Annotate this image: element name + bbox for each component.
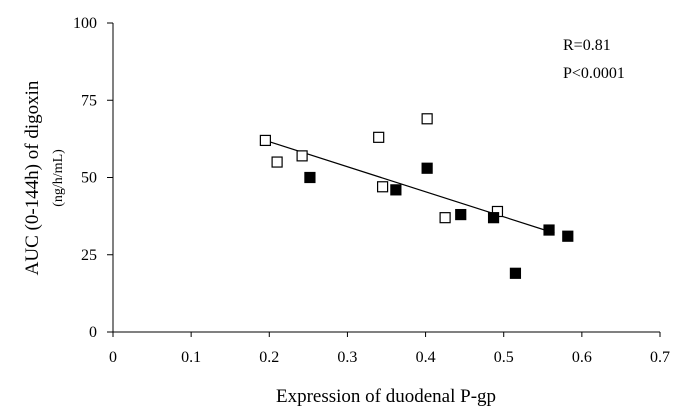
y-tick-label: 0 [89,324,97,341]
data-point-filled [562,230,574,242]
data-point-open [376,181,389,193]
trendline-group [265,139,555,234]
y-axis-title-group: AUC (0-144h) of digoxin [22,80,43,275]
data-point-filled [487,212,500,224]
data-point-open [421,113,433,125]
trendline [265,139,555,234]
data-point-filled [543,224,555,236]
y-axis-ticks: 0 25 50 75 100 [73,15,113,341]
y-tick-label: 25 [81,247,97,264]
x-axis-title: Expression of duodenal P-gp [276,386,496,407]
x-tick-label: 0 [109,349,117,366]
data-points [259,113,574,279]
data-point-open [296,150,308,162]
y-axis-unit: (ng/h/mL) [51,149,66,207]
y-tick-label: 50 [81,170,97,187]
data-point-filled [421,162,433,174]
data-point-open [271,156,283,168]
y-axis-title: AUC (0-144h) of digoxin [22,80,43,275]
data-point-open [439,212,451,224]
data-point-filled [304,171,316,184]
x-axis-ticks: 0 0.1 0.2 0.3 0.4 0.5 0.6 0.7 [109,332,670,366]
p-value-annotation: P<0.0001 [563,65,625,82]
x-tick-label: 0.6 [572,349,592,366]
x-tick-label: 0.1 [181,349,201,366]
x-tick-label: 0.7 [650,349,670,366]
data-point-open [259,134,271,147]
y-axis-unit-group: (ng/h/mL) [51,149,66,207]
data-point-open [373,131,385,143]
x-tick-label: 0.5 [494,349,514,366]
x-tick-label: 0.4 [416,349,436,366]
y-tick-label: 100 [73,15,97,32]
data-point-filled [390,184,402,196]
x-tick-label: 0.2 [259,349,279,366]
x-tick-label: 0.3 [337,349,357,366]
data-point-filled [455,208,467,221]
r-value-annotation: R=0.81 [563,37,611,54]
plot-area: 0 25 50 75 100 0 0.1 0.2 0.3 0.4 0.5 0.6 0.7 [73,15,670,366]
data-point-filled [509,267,522,279]
y-tick-label: 75 [81,92,97,109]
